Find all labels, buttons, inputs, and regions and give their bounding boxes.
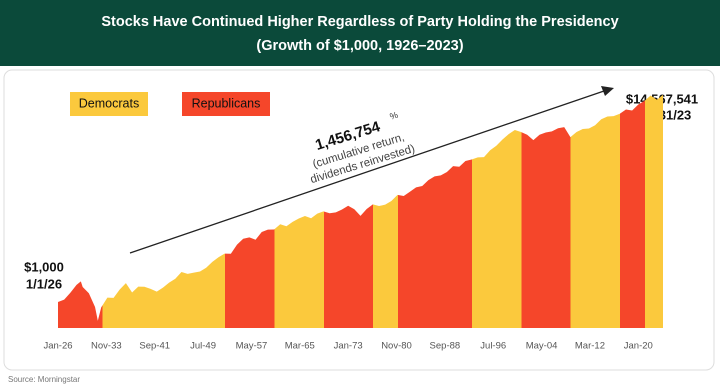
x-tick-label: Jul-49 — [190, 341, 216, 352]
start-date: 1/1/26 — [26, 276, 62, 291]
legend-swatch — [70, 92, 148, 116]
arrow-head — [601, 86, 614, 96]
x-tick-label: Jan-26 — [43, 341, 72, 352]
chart-frame — [3, 69, 715, 371]
x-tick-label: Jan-20 — [624, 341, 653, 352]
x-tick-label: Jul-96 — [480, 341, 506, 352]
return-note: 1,456,754 % (cumulative return, dividend… — [309, 110, 417, 186]
start-value: $1,000 — [24, 259, 64, 274]
legend-label: Democrats — [79, 96, 139, 110]
chart-subtitle: (Growth of $1,000, 1926–2023) — [256, 38, 463, 54]
chart-title: Stocks Have Continued Higher Regardless … — [101, 14, 618, 30]
x-tick-label: Sep-88 — [430, 341, 461, 352]
total-return-unit: % — [388, 110, 399, 122]
x-tick-label: Mar-65 — [285, 341, 315, 352]
legend-swatch — [182, 92, 270, 116]
legend-label: Republicans — [192, 96, 261, 110]
source: Source: Morningstar — [8, 375, 80, 384]
x-tick-label: Jan-73 — [334, 341, 363, 352]
x-tick-label: May-04 — [526, 341, 558, 352]
x-tick-label: Nov-80 — [381, 341, 412, 352]
header-bar — [0, 0, 720, 66]
x-tick-label: Mar-12 — [575, 341, 605, 352]
x-tick-label: May-57 — [236, 341, 268, 352]
growth-area — [58, 94, 663, 328]
x-tick-label: Nov-33 — [91, 341, 122, 352]
x-tick-label: Sep-41 — [139, 341, 170, 352]
trend-arrow — [129, 90, 605, 254]
